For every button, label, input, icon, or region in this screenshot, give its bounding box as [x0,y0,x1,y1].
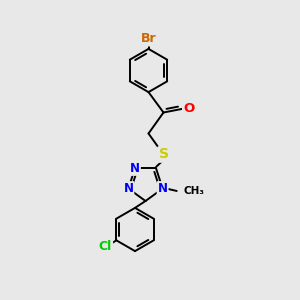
Text: N: N [130,162,140,175]
Text: Br: Br [141,32,156,46]
Text: S: S [158,148,169,161]
Text: S: S [158,148,169,161]
Text: N: N [158,182,168,195]
Text: N: N [123,182,134,195]
Text: CH₃: CH₃ [184,186,205,196]
Text: O: O [183,102,194,116]
Text: Cl: Cl [99,240,112,253]
